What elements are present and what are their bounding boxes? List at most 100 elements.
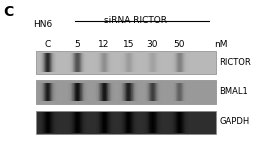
- Bar: [73, 112, 74, 133]
- Bar: [160, 53, 161, 72]
- Bar: [157, 112, 158, 133]
- Bar: [108, 112, 109, 133]
- Text: GAPDH: GAPDH: [220, 117, 250, 126]
- Bar: [189, 112, 190, 133]
- Bar: [53, 53, 54, 72]
- Bar: [162, 112, 163, 133]
- Bar: [104, 112, 105, 133]
- Bar: [80, 83, 81, 101]
- Bar: [176, 83, 177, 101]
- Bar: [187, 83, 188, 101]
- Bar: [99, 112, 100, 133]
- Bar: [134, 53, 135, 72]
- Bar: [93, 112, 94, 133]
- Bar: [88, 83, 89, 101]
- Bar: [156, 53, 157, 72]
- Bar: [66, 83, 67, 101]
- Bar: [118, 83, 119, 101]
- Bar: [99, 83, 100, 101]
- Bar: [161, 53, 162, 72]
- Bar: [97, 83, 98, 101]
- Bar: [183, 53, 184, 72]
- Bar: [46, 112, 47, 133]
- Bar: [82, 53, 83, 72]
- Bar: [98, 53, 99, 72]
- Text: 5: 5: [74, 40, 80, 49]
- Bar: [151, 83, 152, 101]
- Bar: [72, 83, 73, 101]
- Bar: [118, 112, 119, 133]
- Bar: [114, 53, 115, 72]
- Bar: [146, 53, 147, 72]
- Bar: [83, 53, 84, 72]
- Bar: [70, 53, 71, 72]
- Bar: [135, 53, 136, 72]
- Bar: [103, 83, 104, 101]
- Bar: [83, 83, 84, 101]
- Bar: [138, 53, 139, 72]
- Bar: [136, 53, 137, 72]
- Bar: [161, 112, 162, 133]
- Text: 30: 30: [147, 40, 158, 49]
- Bar: [73, 112, 74, 133]
- Bar: [79, 83, 80, 101]
- Bar: [139, 112, 140, 133]
- Bar: [68, 112, 69, 133]
- Bar: [46, 83, 47, 101]
- Bar: [36, 80, 215, 104]
- Bar: [121, 83, 122, 101]
- Bar: [108, 53, 109, 72]
- Bar: [177, 83, 178, 101]
- Bar: [71, 53, 72, 72]
- Bar: [130, 83, 131, 101]
- Bar: [146, 112, 147, 133]
- Bar: [158, 53, 159, 72]
- Bar: [177, 112, 178, 133]
- Bar: [162, 53, 163, 72]
- Bar: [182, 53, 183, 72]
- Bar: [93, 83, 94, 101]
- Bar: [122, 112, 123, 133]
- Bar: [99, 53, 100, 72]
- Bar: [121, 112, 122, 133]
- Bar: [38, 53, 39, 72]
- Bar: [128, 53, 129, 72]
- Bar: [120, 112, 121, 133]
- Bar: [94, 53, 95, 72]
- Bar: [53, 83, 54, 101]
- Bar: [159, 83, 160, 101]
- Bar: [119, 83, 120, 101]
- Bar: [129, 53, 130, 72]
- Bar: [52, 83, 53, 101]
- Bar: [111, 112, 112, 133]
- Bar: [107, 83, 108, 101]
- Bar: [175, 83, 176, 101]
- Bar: [42, 83, 43, 101]
- Bar: [118, 83, 119, 101]
- Bar: [143, 112, 144, 133]
- Bar: [152, 53, 153, 72]
- Bar: [119, 112, 120, 133]
- Bar: [173, 83, 174, 101]
- Bar: [132, 83, 133, 101]
- Bar: [128, 83, 129, 101]
- Bar: [122, 53, 123, 72]
- Bar: [82, 112, 83, 133]
- Bar: [150, 83, 151, 101]
- Bar: [102, 112, 103, 133]
- Bar: [135, 83, 136, 101]
- Bar: [159, 53, 160, 72]
- Bar: [95, 53, 96, 72]
- Bar: [105, 112, 106, 133]
- Bar: [132, 53, 133, 72]
- Bar: [39, 83, 40, 101]
- Bar: [149, 83, 150, 101]
- Bar: [184, 112, 185, 133]
- Bar: [170, 112, 171, 133]
- Bar: [120, 53, 121, 72]
- Bar: [156, 83, 157, 101]
- Bar: [111, 83, 112, 101]
- Bar: [187, 83, 188, 101]
- Bar: [144, 53, 145, 72]
- Bar: [121, 53, 122, 72]
